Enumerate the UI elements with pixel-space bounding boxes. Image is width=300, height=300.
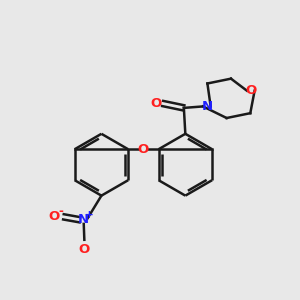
Text: O: O: [245, 84, 256, 97]
Text: N: N: [78, 213, 89, 226]
Text: -: -: [58, 205, 63, 218]
Text: O: O: [138, 143, 149, 156]
Text: O: O: [49, 210, 60, 223]
Text: O: O: [151, 97, 162, 110]
Text: +: +: [85, 210, 94, 220]
Text: N: N: [201, 100, 212, 113]
Text: O: O: [79, 243, 90, 256]
